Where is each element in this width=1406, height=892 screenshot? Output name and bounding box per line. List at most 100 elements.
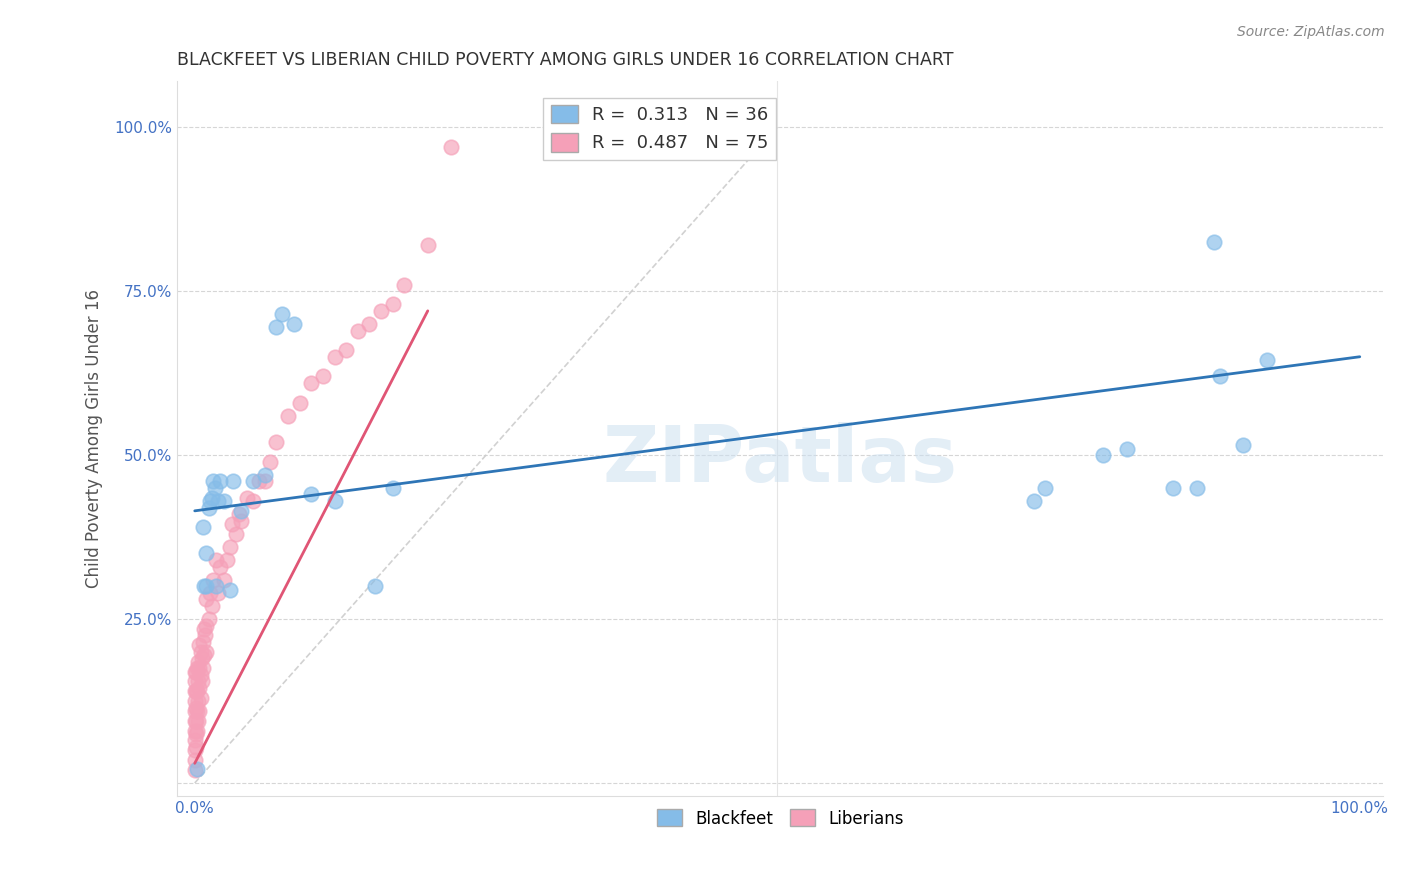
Point <box>184 684 207 698</box>
Point <box>191 520 214 534</box>
Point <box>1033 481 1056 495</box>
Point <box>186 723 208 738</box>
Point <box>190 667 212 681</box>
Point <box>184 743 207 757</box>
Point <box>359 317 381 331</box>
Point <box>212 494 235 508</box>
Point <box>190 674 212 689</box>
Point <box>184 694 207 708</box>
Point <box>335 343 357 358</box>
Point <box>218 582 240 597</box>
Point <box>184 753 207 767</box>
Point <box>184 665 207 679</box>
Point <box>186 661 208 675</box>
Point <box>194 628 217 642</box>
Point <box>225 526 247 541</box>
Point <box>1022 494 1045 508</box>
Point <box>440 140 463 154</box>
Point <box>197 500 219 515</box>
Point <box>187 655 209 669</box>
Point <box>253 467 276 482</box>
Point <box>212 573 235 587</box>
Point <box>202 573 225 587</box>
Point <box>1209 369 1232 384</box>
Point <box>347 324 370 338</box>
Point <box>184 674 207 689</box>
Point <box>186 684 208 698</box>
Point <box>198 494 221 508</box>
Y-axis label: Child Poverty Among Girls Under 16: Child Poverty Among Girls Under 16 <box>86 289 103 588</box>
Point <box>191 661 214 675</box>
Point <box>222 475 245 489</box>
Point <box>190 690 212 705</box>
Point <box>1256 353 1278 368</box>
Point <box>416 238 439 252</box>
Point <box>190 645 212 659</box>
Point <box>236 491 259 505</box>
Point <box>193 648 215 662</box>
Point <box>271 307 294 321</box>
Point <box>195 618 218 632</box>
Point <box>207 586 229 600</box>
Point <box>247 475 270 489</box>
Point <box>184 733 207 747</box>
Point <box>188 704 211 718</box>
Point <box>299 376 322 390</box>
Point <box>197 612 219 626</box>
Point <box>187 714 209 728</box>
Point <box>190 651 212 665</box>
Point <box>221 516 243 531</box>
Point <box>184 727 207 741</box>
Point <box>191 635 214 649</box>
Point <box>184 714 207 728</box>
Point <box>312 369 335 384</box>
Point <box>201 491 224 505</box>
Text: Source: ZipAtlas.com: Source: ZipAtlas.com <box>1237 25 1385 39</box>
Legend: Blackfeet, Liberians: Blackfeet, Liberians <box>650 803 910 834</box>
Point <box>184 700 207 714</box>
Point <box>202 475 225 489</box>
Point <box>266 435 288 450</box>
Point <box>1115 442 1137 456</box>
Point <box>231 514 253 528</box>
Point <box>195 579 218 593</box>
Point <box>184 684 207 698</box>
Point <box>195 592 218 607</box>
Point <box>288 395 311 409</box>
Point <box>186 762 208 776</box>
Point <box>1092 448 1115 462</box>
Point <box>207 494 229 508</box>
Point <box>1185 481 1208 495</box>
Point <box>201 599 224 613</box>
Point <box>231 504 253 518</box>
Point <box>364 579 387 593</box>
Point <box>186 704 208 718</box>
Point <box>253 475 276 489</box>
Point <box>277 409 299 423</box>
Point <box>193 579 215 593</box>
Point <box>204 553 226 567</box>
Point <box>1163 481 1185 495</box>
Point <box>218 540 240 554</box>
Text: ZIPatlas: ZIPatlas <box>603 422 957 498</box>
Point <box>370 303 392 318</box>
Point <box>188 638 211 652</box>
Point <box>1232 438 1254 452</box>
Point <box>184 723 207 738</box>
Point <box>323 494 346 508</box>
Point <box>184 704 207 718</box>
Point <box>195 546 218 560</box>
Point <box>242 494 264 508</box>
Point <box>242 475 264 489</box>
Point <box>266 320 288 334</box>
Point <box>188 681 211 695</box>
Point <box>394 277 416 292</box>
Point <box>193 622 215 636</box>
Point <box>184 739 207 754</box>
Point <box>184 714 207 728</box>
Point <box>259 455 281 469</box>
Point <box>1204 235 1226 249</box>
Point <box>184 665 207 679</box>
Text: BLACKFEET VS LIBERIAN CHILD POVERTY AMONG GIRLS UNDER 16 CORRELATION CHART: BLACKFEET VS LIBERIAN CHILD POVERTY AMON… <box>177 51 953 69</box>
Point <box>381 481 404 495</box>
